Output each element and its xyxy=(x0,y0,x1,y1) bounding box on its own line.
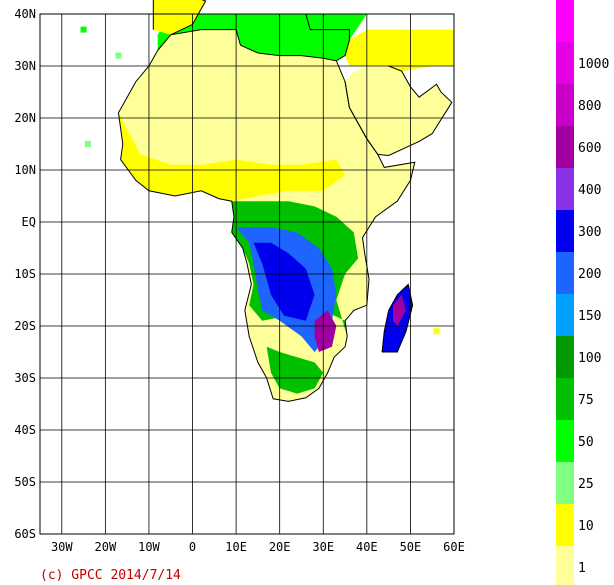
island-cell xyxy=(433,328,440,335)
latitude-tick-labels: 40N 30N 20N 10N EQ 10S 20S 30S 40S 50S 60S xyxy=(14,7,36,541)
legend-label: 800 xyxy=(578,99,601,114)
longitude-tick-label: 60E xyxy=(443,540,465,554)
longitude-tick-label: 10W xyxy=(138,540,160,554)
madagascar-extreme-rain xyxy=(392,294,407,326)
latitude-tick-label: 20S xyxy=(14,319,36,333)
legend-swatch xyxy=(556,546,574,585)
longitude-tick-label: 50E xyxy=(400,540,422,554)
legend-swatch xyxy=(556,336,574,378)
africa-coastline xyxy=(117,29,416,402)
longitude-tick-label: 20W xyxy=(95,540,117,554)
latitude-tick-label: EQ xyxy=(22,215,36,229)
legend-label: 25 xyxy=(578,477,594,492)
legend-swatch xyxy=(556,294,574,336)
legend-label: 75 xyxy=(578,393,594,408)
longitude-tick-label: 40E xyxy=(356,540,378,554)
latitude-tick-label: 10N xyxy=(14,163,36,177)
madagascar-coastline xyxy=(381,283,414,353)
arabia-coastline xyxy=(344,65,453,156)
longitude-tick-label: 10E xyxy=(225,540,247,554)
latitude-tick-label: 20N xyxy=(14,111,36,125)
latitude-tick-label: 40N xyxy=(14,7,36,21)
longitude-tick-label: 20E xyxy=(269,540,291,554)
copyright-credit: (c) GPCC 2014/7/14 xyxy=(40,568,181,583)
legend-swatch xyxy=(556,504,574,546)
latitude-tick-label: 10S xyxy=(14,267,36,281)
iberia-coastline xyxy=(152,0,207,36)
legend-swatch xyxy=(556,378,574,420)
legend-label: 200 xyxy=(578,267,601,282)
island-cell xyxy=(80,26,87,33)
levant-coastline xyxy=(305,13,350,62)
legend-label: 150 xyxy=(578,309,601,324)
legend-swatch xyxy=(556,0,574,42)
latitude-tick-label: 60S xyxy=(14,527,36,541)
legend-swatch xyxy=(556,84,574,126)
legend-swatch xyxy=(556,126,574,168)
legend-label: 1 xyxy=(578,561,586,576)
color-legend: 1 10 25 50 75 100 150 200 300 400 600 800 1000 xyxy=(556,0,609,585)
legend-swatch xyxy=(556,420,574,462)
latitude-tick-label: 40S xyxy=(14,423,36,437)
island-cell xyxy=(115,52,122,59)
legend-label: 100 xyxy=(578,351,601,366)
legend-label: 50 xyxy=(578,435,594,450)
arabia-dry-region xyxy=(345,66,452,156)
iberia-region xyxy=(153,0,206,35)
coastline xyxy=(117,0,453,402)
legend-swatch xyxy=(556,252,574,294)
legend-label: 300 xyxy=(578,225,601,240)
legend-label: 600 xyxy=(578,141,601,156)
light-rain-region xyxy=(118,112,346,202)
very-heavy-rain-region xyxy=(253,242,315,321)
latitude-tick-label: 50S xyxy=(14,475,36,489)
middle-east-region xyxy=(345,29,454,72)
longitude-tick-label: 0 xyxy=(189,540,196,554)
map-frame xyxy=(39,13,455,535)
legend-label: 10 xyxy=(578,519,594,534)
longitude-tick-label: 30E xyxy=(312,540,334,554)
latitude-tick-label: 30S xyxy=(14,371,36,385)
legend-swatch xyxy=(556,168,574,210)
longitude-tick-labels: 30W 20W 10W 0 10E 20E 30E 40E 50E 60E xyxy=(51,540,465,554)
longitude-tick-label: 30W xyxy=(51,540,73,554)
legend-label: 1000 xyxy=(578,57,609,72)
legend-label: 400 xyxy=(578,183,601,198)
mediterranean-rain-region xyxy=(157,14,367,61)
island-cell xyxy=(84,141,91,147)
latitude-tick-label: 30N xyxy=(14,59,36,73)
legend-swatch xyxy=(556,462,574,504)
southern-rain-region xyxy=(266,346,324,394)
extreme-rain-region xyxy=(314,310,337,352)
legend-swatch xyxy=(556,42,574,84)
legend-swatch xyxy=(556,210,574,252)
